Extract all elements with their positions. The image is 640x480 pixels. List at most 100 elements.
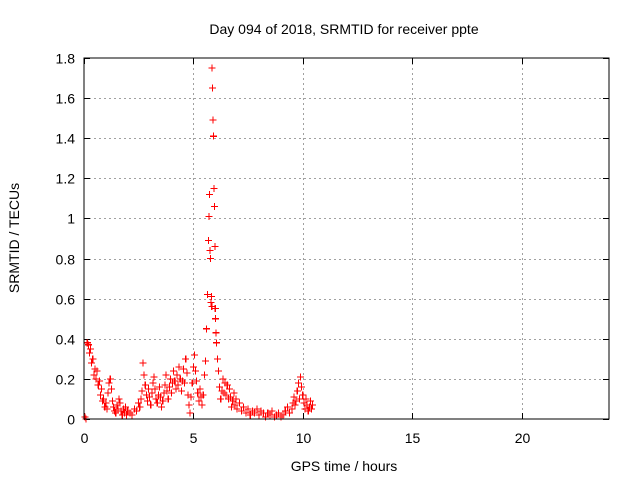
data-point [213, 339, 221, 347]
data-point [212, 315, 220, 323]
y-tick-label: 0.6 [56, 292, 76, 308]
data-point [84, 341, 92, 349]
data-point [206, 255, 214, 263]
data-point [232, 395, 240, 403]
data-point [210, 132, 217, 140]
data-point [222, 391, 230, 399]
data-point [94, 381, 102, 389]
data-point [148, 389, 156, 397]
data-point [152, 395, 160, 403]
data-point [283, 403, 291, 411]
y-tick-label: 0.8 [56, 252, 76, 268]
data-point [153, 399, 161, 407]
data-point [146, 393, 154, 401]
data-point [291, 401, 299, 409]
data-point [157, 393, 165, 401]
y-tick-label: 0.2 [56, 372, 76, 388]
data-point [115, 395, 123, 403]
data-point [177, 387, 185, 395]
data-point [207, 293, 215, 301]
data-point [139, 359, 147, 367]
data-point [140, 371, 148, 379]
data-point [251, 409, 259, 417]
data-point [204, 291, 212, 299]
data-point [297, 373, 305, 381]
grid [84, 58, 609, 419]
data-point [308, 405, 315, 413]
data-point [145, 385, 153, 393]
data-point [170, 367, 178, 375]
data-point [166, 375, 174, 383]
data-point [233, 405, 241, 413]
data-point [205, 237, 213, 245]
data-point [98, 385, 105, 393]
y-tick-label: 0.4 [56, 332, 76, 348]
axis-ticks [84, 58, 609, 420]
y-tick-label: 0 [67, 412, 75, 428]
data-point [207, 299, 215, 307]
y-tick-label: 1 [67, 211, 75, 227]
data-point [116, 399, 124, 407]
data-point [90, 371, 98, 379]
data-point [183, 369, 191, 377]
data-point [135, 399, 143, 407]
data-point [211, 243, 219, 251]
data-point [112, 409, 120, 417]
data-point [85, 349, 93, 357]
data-point [161, 381, 169, 389]
y-tick-label: 1.8 [56, 51, 76, 67]
data-point [163, 387, 171, 395]
data-point [165, 383, 173, 391]
data-point [212, 329, 220, 337]
data-point [298, 383, 306, 391]
data-point [133, 407, 140, 415]
chart-title: Day 094 of 2018, SRMTID for receiver ppt… [209, 21, 478, 37]
data-point [93, 367, 101, 375]
data-point [231, 401, 239, 409]
data-point [286, 409, 294, 417]
x-tick-label: 5 [190, 430, 198, 446]
data-point [100, 395, 108, 403]
data-point [215, 367, 223, 375]
data-point [193, 377, 201, 385]
y-tick-label: 1.4 [56, 131, 76, 147]
plot-frame [83, 57, 610, 420]
data-point [211, 305, 219, 313]
y-tick-label: 1.2 [56, 171, 76, 187]
data-point [174, 381, 182, 389]
data-point [122, 403, 130, 411]
data-point [192, 367, 200, 375]
data-point [198, 401, 206, 409]
data-point [268, 407, 276, 415]
tick-labels: 0 0.2 0.4 0.6 0.8 1 1.2 1.4 1.6 1.8 0 5 10 15 20 [56, 51, 531, 447]
data-point [158, 403, 166, 411]
data-point [128, 411, 136, 419]
y-tick-label: 1.6 [56, 91, 76, 107]
data-point [88, 359, 96, 367]
data-point [266, 411, 274, 419]
data-point [138, 387, 146, 395]
data-point [213, 355, 221, 363]
data-point [255, 411, 263, 419]
data-point [171, 377, 179, 385]
data-point [309, 401, 317, 409]
data-point [141, 381, 149, 389]
data-point [96, 391, 104, 399]
data-point [175, 363, 183, 371]
data-point [206, 247, 214, 255]
data-point [295, 395, 303, 403]
data-point [103, 405, 111, 413]
data-point [275, 409, 283, 417]
data-point [200, 371, 208, 379]
data-point [223, 381, 231, 389]
data-point [195, 397, 203, 405]
data-point [172, 385, 180, 393]
x-axis-label: GPS time / hours [291, 458, 398, 474]
data-point [294, 379, 302, 387]
data-point [216, 383, 224, 391]
data-point [219, 375, 227, 383]
data-point [106, 375, 114, 383]
data-point [205, 212, 213, 220]
x-tick-label: 20 [515, 430, 531, 446]
